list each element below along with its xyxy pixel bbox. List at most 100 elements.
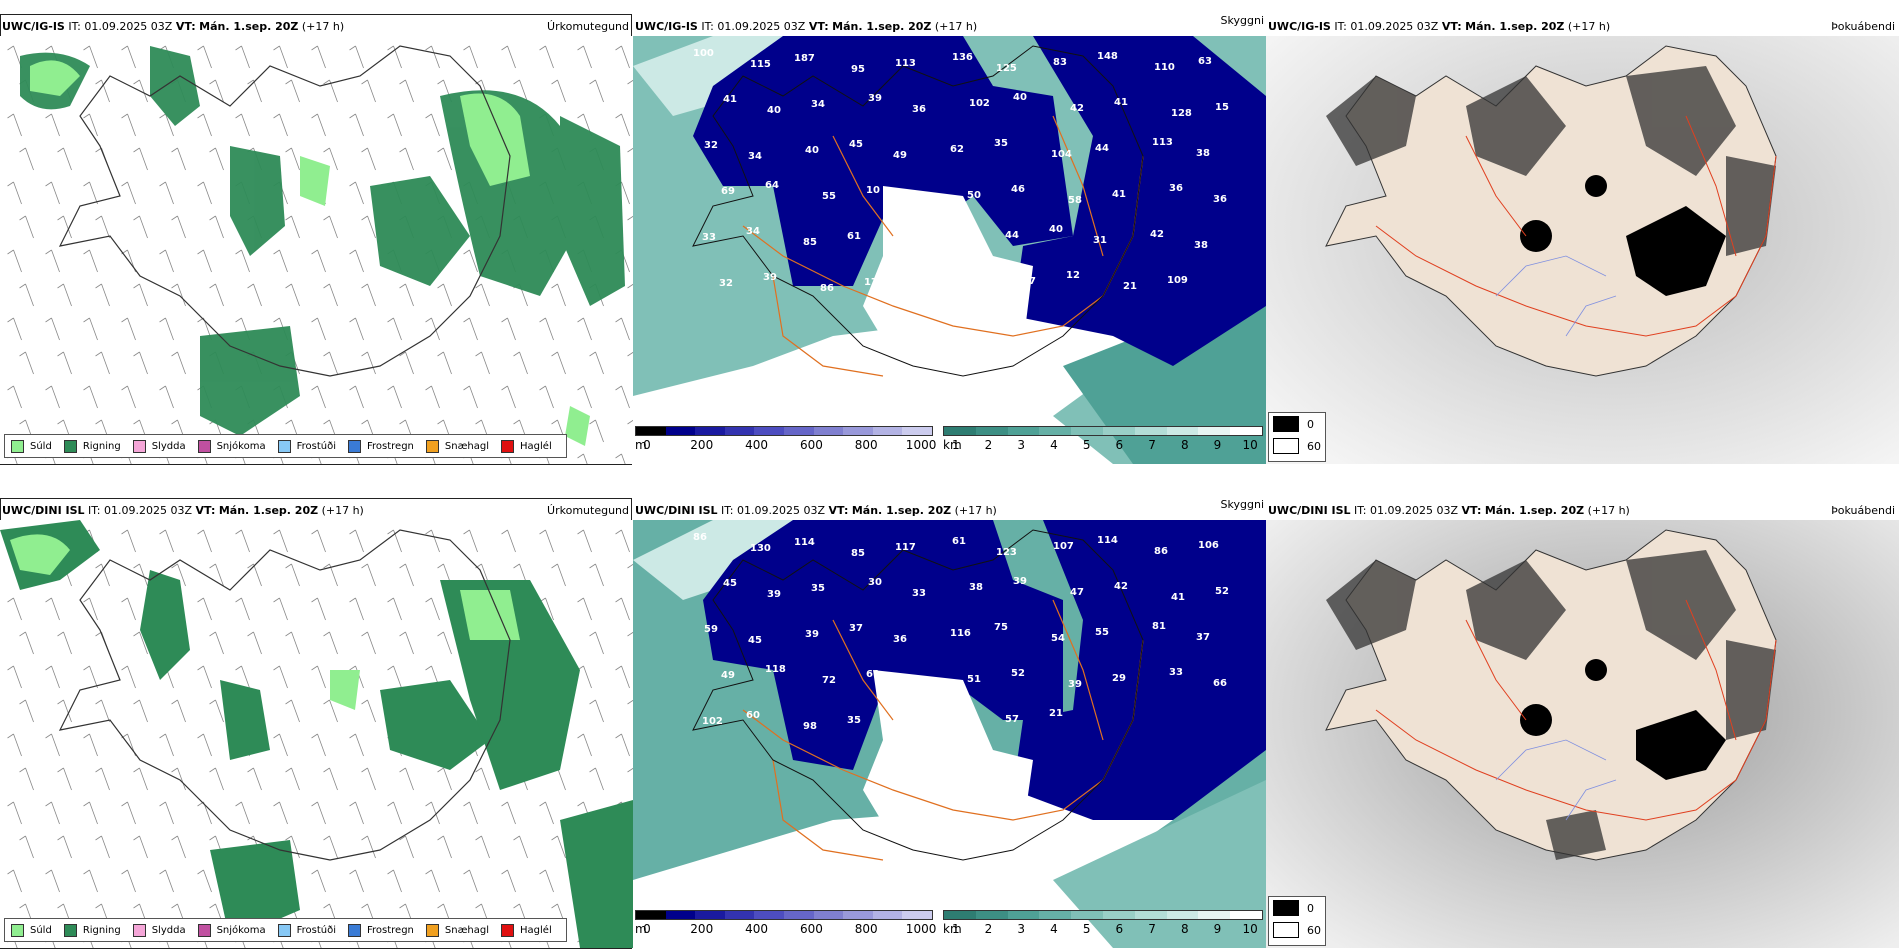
fog-legend-swatch	[1273, 922, 1299, 938]
wind-barb	[159, 869, 174, 893]
wind-barb	[349, 869, 364, 893]
ceiling-value-label: 81	[1152, 621, 1166, 632]
panel-header: UWC/IG-IS IT: 01.09.2025 03Z VT: Mán. 1.…	[1266, 18, 1899, 36]
wind-barb	[589, 563, 604, 587]
wind-barb	[349, 317, 364, 341]
wind-barb	[159, 249, 174, 273]
ceiling-value-label: 39	[868, 93, 882, 104]
legend-item: Haglél	[501, 439, 552, 453]
legend-swatch	[63, 923, 77, 937]
wind-barb	[323, 147, 338, 171]
wind-barb	[57, 147, 72, 171]
ceiling-value-label: 106	[1198, 540, 1219, 551]
wind-barb	[121, 665, 136, 689]
wind-barb	[197, 249, 212, 273]
wind-barb	[589, 351, 604, 375]
legend-swatch	[197, 923, 211, 937]
it-value: 01.09.2025 03Z	[717, 20, 806, 33]
ceiling-value-label: 39	[1068, 679, 1082, 690]
legend-label: Haglél	[520, 924, 552, 936]
wind-barb	[425, 113, 440, 137]
wind-barb	[235, 801, 250, 825]
wind-barb	[285, 631, 300, 655]
legend-swatch	[425, 923, 439, 937]
ceiling-value-label: 123	[996, 547, 1017, 558]
model-name: UWC/IG-IS	[1268, 20, 1331, 33]
wind-barb	[7, 249, 22, 273]
iceland-outline	[692, 45, 1144, 377]
colorbar-tick-label: 9	[1213, 922, 1222, 936]
colorbar-segment	[1071, 427, 1103, 435]
colorbar-segment	[695, 911, 725, 919]
wind-barb	[83, 45, 98, 69]
panel-title: Þokuábendi	[1831, 20, 1895, 33]
colorbar-segment	[665, 911, 696, 919]
it-value: 01.09.2025 03Z	[737, 504, 826, 517]
wind-barb	[311, 665, 326, 689]
wind-barb	[615, 453, 626, 464]
ceiling-value-label: 117	[895, 542, 916, 553]
wind-barb	[121, 45, 136, 69]
wind-barb	[197, 665, 212, 689]
colorbar-segment	[1134, 427, 1167, 435]
ceiling-value-label: 33	[912, 588, 926, 599]
wind-barb	[349, 597, 364, 621]
ceiling-value-label: 8	[904, 709, 911, 720]
legend-label: Frostúði	[296, 440, 336, 452]
wind-barb	[121, 113, 136, 137]
wind-barb	[475, 283, 490, 307]
wind-barb	[615, 45, 630, 69]
wind-barb	[577, 317, 592, 341]
ceiling-value-label: 60	[746, 710, 760, 721]
wind-barb	[133, 283, 148, 307]
wind-barb	[121, 317, 136, 341]
wind-barb	[425, 45, 440, 69]
colorbar-tick-label: 7	[1148, 922, 1156, 936]
ceiling-value-label: 63	[1198, 56, 1212, 67]
wind-barb	[311, 529, 326, 553]
wind-barb	[235, 665, 250, 689]
rain-areas	[0, 520, 633, 948]
colorbar-tick-label: 4	[1050, 922, 1058, 936]
wind-barb	[19, 835, 34, 859]
ceiling-value-label: 57	[1022, 276, 1036, 287]
legend-label: Snjókoma	[216, 440, 266, 452]
ceiling-value-label: 39	[763, 272, 777, 283]
wind-barb	[121, 597, 136, 621]
legend-swatch	[11, 923, 24, 937]
wind-barb	[349, 385, 364, 409]
wind-barb	[133, 79, 148, 103]
colorbar-tick-label: 8	[1180, 922, 1189, 936]
fog-areas	[1326, 66, 1776, 256]
colorbar-segment	[1007, 427, 1040, 435]
colorbar-tick-label: 1	[951, 438, 960, 452]
wind-barb	[361, 351, 376, 375]
ceiling-value-label: 49	[893, 150, 907, 161]
colorbar-tick-label: 800	[854, 438, 878, 452]
visibility-colorbar-bar	[943, 426, 1263, 436]
iceland-outline	[692, 529, 1144, 861]
colorbar-tick-label: 10	[1242, 922, 1258, 936]
precip-type-panel-igis: UWC/IG-IS IT: 01.09.2025 03Z VT: Mán. 1.…	[0, 0, 633, 466]
legend-item: Súld	[11, 923, 52, 937]
wind-barb	[425, 529, 440, 553]
wind-barb	[399, 767, 414, 791]
ceiling-value-label: 43	[948, 236, 962, 247]
fog-map	[1266, 36, 1899, 464]
wind-barb	[551, 563, 566, 587]
legend-swatch	[501, 923, 515, 937]
fog-legend-label: 60	[1307, 439, 1321, 453]
ceiling-value-label: 36	[1213, 194, 1227, 205]
colorbar-segment	[1166, 427, 1199, 435]
ceiling-value-label: 52	[1011, 668, 1025, 679]
fog-panel-igis: UWC/IG-IS IT: 01.09.2025 03Z VT: Mán. 1.…	[1266, 0, 1899, 466]
wind-barb	[387, 597, 402, 621]
ceiling-value-label: 57	[1005, 714, 1019, 725]
wind-barb	[7, 869, 22, 893]
wind-barb	[273, 529, 288, 553]
wind-barb	[159, 529, 174, 553]
wind-barb	[19, 147, 34, 171]
colorbar-tick-label: 3	[1017, 922, 1026, 936]
wind-barb	[95, 215, 110, 239]
legend-swatch	[348, 923, 361, 937]
